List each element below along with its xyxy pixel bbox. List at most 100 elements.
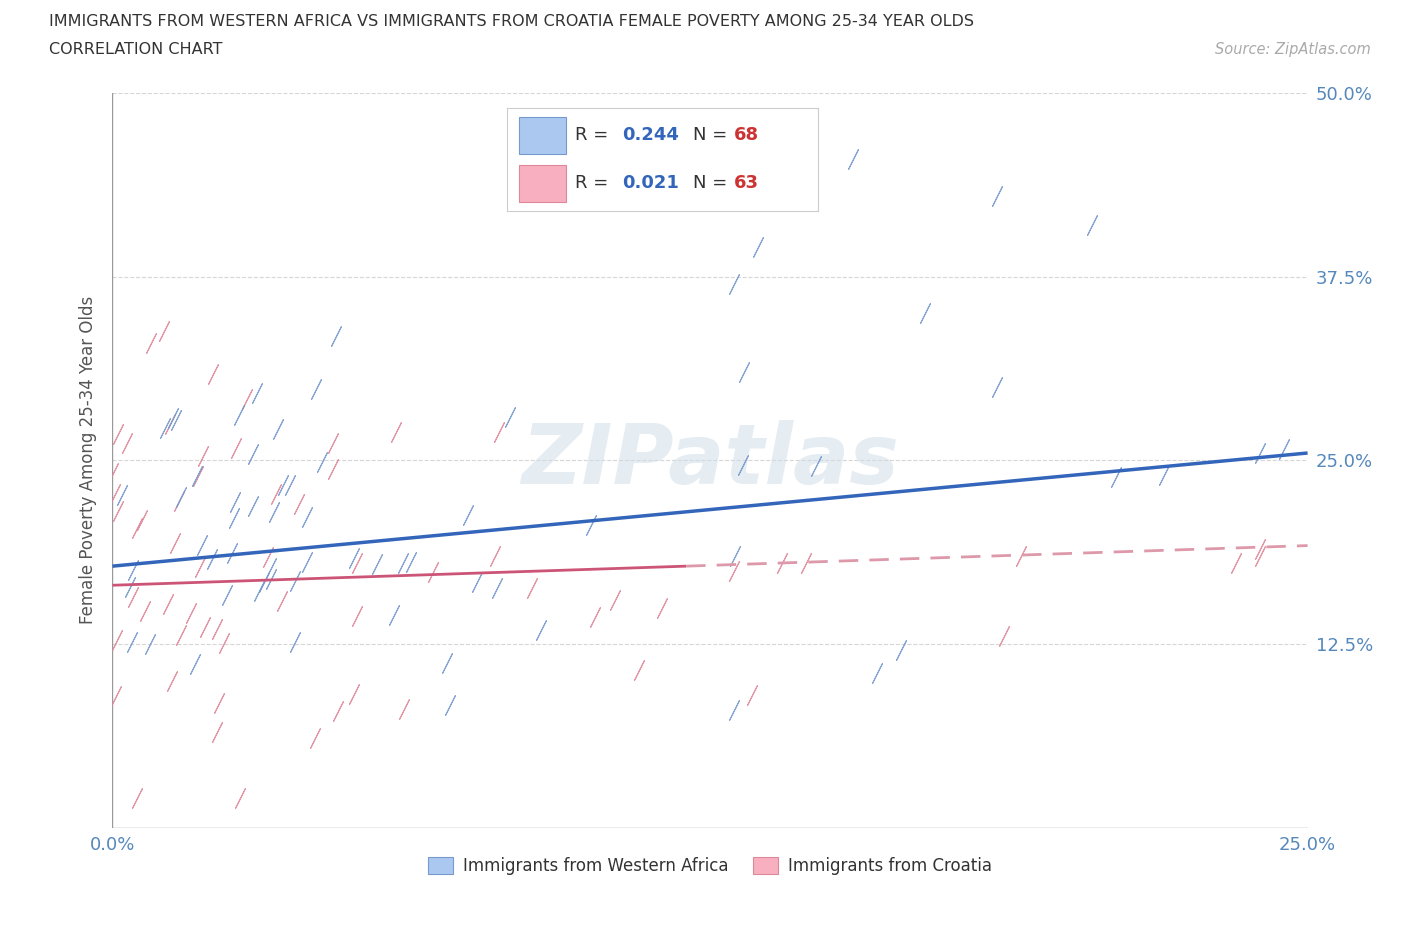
Point	[731, 458, 754, 472]
Point	[205, 622, 228, 637]
Point	[627, 663, 650, 678]
Point	[186, 469, 208, 484]
Point	[322, 462, 344, 477]
Point	[385, 424, 408, 439]
Point	[890, 643, 912, 658]
Point	[284, 634, 307, 649]
Point	[107, 503, 129, 518]
Text: CORRELATION CHART: CORRELATION CHART	[49, 42, 222, 57]
Point	[1249, 549, 1271, 564]
Point	[270, 593, 292, 608]
Point	[866, 666, 889, 681]
Point	[295, 510, 318, 525]
Point	[201, 366, 224, 381]
Point	[207, 724, 229, 739]
Point	[770, 556, 793, 571]
Point	[484, 549, 506, 564]
Point	[579, 517, 602, 532]
Point	[121, 635, 143, 650]
Point	[401, 554, 423, 569]
Point	[271, 478, 294, 493]
Point	[247, 584, 270, 599]
Point	[104, 486, 127, 501]
Point	[278, 478, 301, 493]
Point	[392, 701, 415, 716]
Point	[139, 336, 162, 351]
Point	[224, 494, 246, 509]
Point	[794, 556, 817, 571]
Point	[153, 420, 176, 435]
Point	[343, 551, 366, 565]
Point	[651, 601, 673, 616]
Point	[914, 306, 936, 321]
Point	[127, 790, 149, 805]
Point	[1249, 541, 1271, 556]
Point	[111, 488, 134, 503]
Point	[224, 510, 246, 525]
Point	[180, 605, 202, 620]
Point	[346, 556, 368, 571]
Point	[986, 379, 1008, 394]
Point	[741, 688, 763, 703]
Point	[260, 560, 283, 575]
Point	[488, 424, 510, 439]
Legend: Immigrants from Western Africa, Immigrants from Croatia: Immigrants from Western Africa, Immigran…	[422, 850, 998, 882]
Point	[305, 381, 328, 396]
Point	[170, 489, 193, 504]
Point	[467, 575, 489, 590]
Point	[120, 579, 142, 594]
Point	[724, 549, 747, 564]
Point	[747, 240, 769, 255]
Point	[208, 696, 231, 711]
Point	[159, 417, 181, 432]
Point	[304, 731, 326, 746]
Point	[382, 607, 405, 622]
Point	[508, 174, 530, 189]
Point	[457, 508, 479, 523]
Point	[152, 323, 174, 338]
Point	[242, 446, 264, 461]
Point	[267, 422, 290, 437]
Point	[163, 536, 186, 551]
Point	[187, 469, 209, 484]
Point	[392, 555, 415, 570]
Point	[139, 636, 162, 651]
Point	[266, 486, 288, 501]
Point	[215, 588, 238, 603]
Point	[993, 629, 1015, 644]
Point	[212, 635, 235, 650]
Point	[160, 673, 183, 688]
Point	[253, 575, 276, 590]
Point	[986, 189, 1008, 204]
Point	[529, 622, 551, 637]
Point	[165, 413, 187, 428]
Point	[194, 620, 217, 635]
Point	[343, 686, 366, 701]
Y-axis label: Female Poverty Among 25-34 Year Olds: Female Poverty Among 25-34 Year Olds	[79, 297, 97, 624]
Point	[263, 505, 285, 520]
Point	[346, 609, 368, 624]
Point	[1105, 470, 1128, 485]
Point	[122, 590, 145, 604]
Point	[229, 790, 252, 805]
Point	[733, 365, 755, 379]
Point	[1225, 556, 1247, 571]
Point	[366, 557, 388, 572]
Point	[105, 688, 128, 703]
Point	[297, 555, 319, 570]
Point	[806, 458, 828, 473]
Point	[134, 604, 156, 618]
Point	[439, 698, 461, 712]
Point	[188, 560, 211, 575]
Point	[242, 498, 264, 513]
Point	[422, 565, 444, 579]
Point	[436, 656, 458, 671]
Point	[122, 563, 145, 578]
Point	[723, 703, 745, 718]
Text: IMMIGRANTS FROM WESTERN AFRICA VS IMMIGRANTS FROM CROATIA FEMALE POVERTY AMONG 2: IMMIGRANTS FROM WESTERN AFRICA VS IMMIGR…	[49, 14, 974, 29]
Point	[287, 497, 309, 512]
Point	[325, 328, 347, 343]
Point	[101, 466, 124, 481]
Point	[131, 512, 153, 527]
Point	[246, 386, 269, 401]
